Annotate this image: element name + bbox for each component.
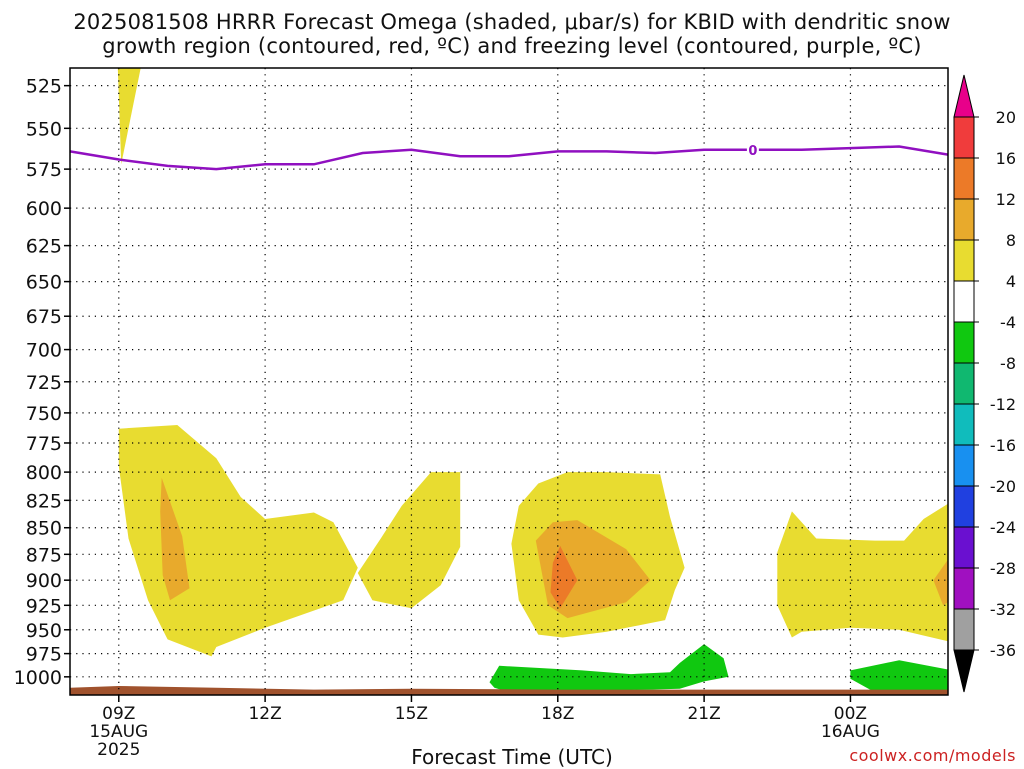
colorbar-label-3: 8: [1006, 231, 1016, 250]
y-tick-label-550: 550: [26, 118, 62, 140]
colorbar-segment-4: [953, 239, 975, 282]
colorbar-segment-5: [953, 280, 975, 323]
omega-4-8-spike-region: [117, 68, 141, 165]
omega-12-16-east-region: [550, 545, 578, 609]
freezing-level-line: [69, 145, 949, 171]
colorbar-label-7: -12: [990, 395, 1016, 414]
y-tick-label-700: 700: [26, 340, 62, 362]
colorbar-label-8: -16: [990, 436, 1016, 455]
y-tick-label-625: 625: [26, 236, 62, 258]
x-tick-label-21-0: 21Z: [687, 704, 720, 724]
omega-8-12-main-region: [160, 477, 190, 601]
y-tick-label-725: 725: [26, 372, 62, 394]
colorbar-segment-1: [953, 116, 975, 159]
omega-4-8-center-region: [357, 472, 461, 609]
x-tick-label-12-0: 12Z: [248, 704, 281, 724]
x-tick-label-24-1: 16AUG: [821, 722, 880, 742]
y-tick-label-675: 675: [26, 306, 62, 328]
colorbar-segment-14: [953, 649, 975, 693]
colorbar-label-0: 20: [996, 108, 1016, 127]
y-tick-label-875: 875: [26, 544, 62, 566]
omega-neg-green-1-region: [489, 644, 729, 693]
omega-4-8-main-region: [118, 425, 358, 657]
colorbar-segment-12: [953, 567, 975, 610]
colorbar-label-6: -8: [1000, 354, 1016, 373]
colorbar-label-2: 12: [996, 190, 1016, 209]
y-tick-label-750: 750: [26, 403, 62, 425]
y-tick-label-775: 775: [26, 433, 62, 455]
omega-neg-green-2-region: [850, 660, 948, 693]
freezing-level-label: 0: [748, 144, 757, 159]
shaded-regions: [70, 68, 948, 695]
y-tick-label-575: 575: [26, 159, 62, 181]
colorbar-segment-13: [953, 608, 975, 651]
y-tick-label-525: 525: [26, 76, 62, 98]
x-tick-label-24-0: 00Z: [834, 704, 867, 724]
colorbar-segment-8: [953, 403, 975, 446]
y-tick-label-950: 950: [26, 620, 62, 642]
y-tick-label-650: 650: [26, 272, 62, 294]
y-tick-label-850: 850: [26, 518, 62, 540]
omega-8-12-late-region: [933, 559, 948, 606]
colorbar-segment-3: [953, 198, 975, 241]
y-tick-label-800: 800: [26, 462, 62, 484]
colorbar-label-10: -24: [990, 518, 1016, 537]
omega-4-8-late-region: [777, 503, 948, 642]
x-tick-label-18-0: 18Z: [541, 704, 574, 724]
y-tick-label-1000: 1000: [14, 667, 62, 689]
y-tick-label-825: 825: [26, 490, 62, 512]
colorbar-segment-2: [953, 157, 975, 200]
chart-title-line-1: 2025081508 HRRR Forecast Omega (shaded, …: [73, 10, 951, 34]
x-tick-label-9-2: 2025: [97, 740, 140, 760]
colorbar-label-12: -32: [990, 600, 1016, 619]
colorbar-segment-7: [953, 362, 975, 405]
y-tick-label-975: 975: [26, 644, 62, 666]
colorbar-segment-6: [953, 321, 975, 364]
colorbar-segment-9: [953, 444, 975, 487]
credit-link[interactable]: coolwx.com/models: [849, 746, 1016, 765]
colorbar-segment-0: [953, 74, 975, 118]
freezing-level-contour-group: 0: [69, 141, 949, 171]
grid-lines: [70, 68, 948, 695]
colorbar-segment-11: [953, 526, 975, 569]
terrain-region: [70, 686, 948, 695]
y-axis: 525 550 575 600 625 650 675 700 725 750 775 800 825 8…: [14, 76, 70, 689]
x-tick-label-15-0: 15Z: [395, 704, 428, 724]
colorbar-label-9: -20: [990, 477, 1016, 496]
x-tick-label-9-1: 15AUG: [89, 722, 148, 742]
colorbar: 20 16 12 8 4 -4 -8 -12 -16 -20 -24 -28 -32 -36: [953, 74, 1016, 693]
colorbar-segment-10: [953, 485, 975, 528]
colorbar-label-5: -4: [1000, 313, 1016, 332]
colorbar-label-1: 16: [996, 149, 1016, 168]
y-tick-label-925: 925: [26, 595, 62, 617]
y-tick-label-600: 600: [26, 198, 62, 220]
x-axis-label: Forecast Time (UTC): [411, 745, 613, 769]
x-tick-label-9-0: 09Z: [102, 704, 135, 724]
chart-title-line-2: growth region (contoured, red, ºC) and f…: [102, 34, 922, 58]
colorbar-label-4: 4: [1006, 272, 1016, 291]
colorbar-label-13: -36: [990, 641, 1016, 660]
freezing-level-label-bg: [746, 141, 759, 158]
colorbar-label-11: -28: [990, 559, 1016, 578]
y-tick-label-900: 900: [26, 570, 62, 592]
